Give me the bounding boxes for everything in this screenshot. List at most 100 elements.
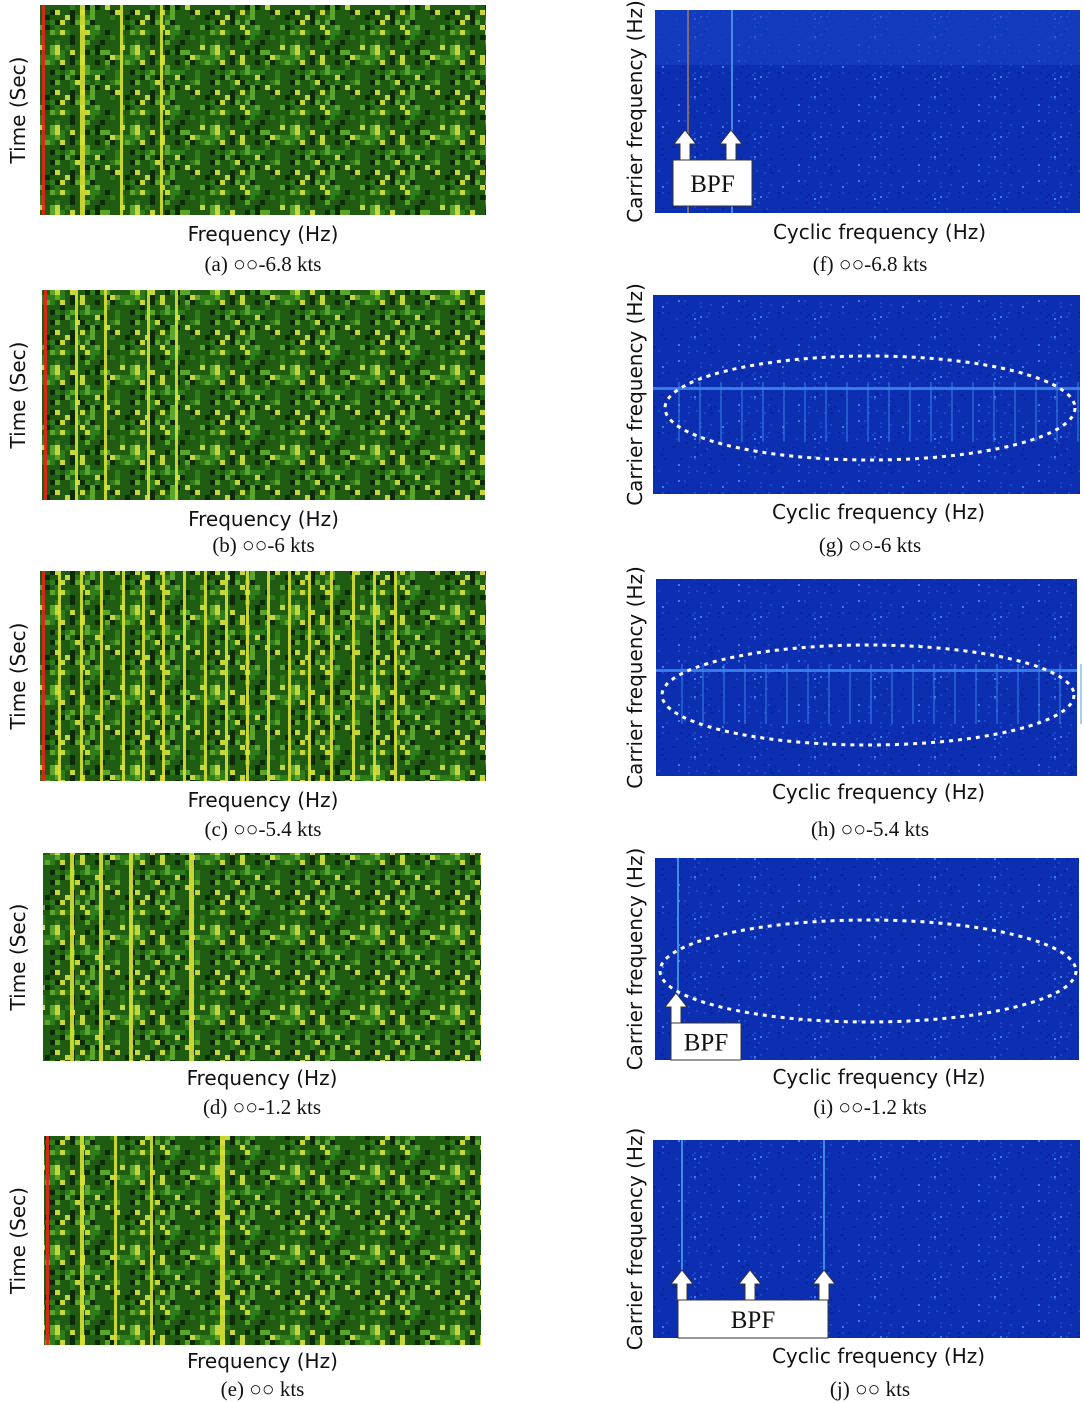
cyclic-tick — [846, 382, 848, 442]
annotation: BPF — [684, 1030, 728, 1057]
highlight-ellipse — [660, 643, 1076, 747]
harmonic-line — [175, 290, 178, 500]
bpf-line — [731, 10, 733, 213]
cyclic-tick — [681, 664, 683, 724]
caption: (e) ○○ kts — [221, 1377, 305, 1401]
bpf-line — [677, 858, 679, 1060]
harmonic-line — [100, 571, 103, 781]
highlight-ellipse — [663, 354, 1077, 462]
y-axis-label: Carrier frequency (Hz) — [623, 1128, 647, 1351]
cyclic-tick — [996, 664, 998, 724]
cyclic-tick — [1080, 664, 1082, 724]
cyclic-tick — [849, 664, 851, 724]
harmonic-line — [288, 571, 291, 781]
harmonic-line — [58, 571, 61, 781]
caption: (c) ○○-5.4 kts — [205, 817, 322, 841]
x-axis-label: Frequency (Hz) — [188, 507, 339, 531]
harmonic-line — [46, 1136, 49, 1345]
y-axis-label: Time (Sec) — [6, 342, 30, 450]
bpf-line — [681, 1140, 683, 1338]
cyclic-tick — [888, 382, 890, 442]
y-axis-label: Time (Sec) — [6, 904, 30, 1012]
cyclic-tick — [762, 382, 764, 442]
spectrogram — [44, 1136, 481, 1345]
cyclic-tick — [1014, 382, 1016, 442]
x-axis-label: Frequency (Hz) — [188, 788, 339, 812]
spectrogram — [43, 853, 481, 1061]
harmonic-line — [44, 290, 47, 500]
harmonic-line — [308, 571, 311, 781]
harmonic-line — [122, 571, 125, 781]
annotation: BPF — [690, 171, 734, 198]
harmonic-line — [246, 571, 249, 781]
harmonic-line — [80, 5, 85, 215]
cyclic-tick — [786, 664, 788, 724]
harmonic-line — [183, 571, 186, 781]
harmonic-line — [142, 571, 145, 781]
cyclic-tick — [1056, 382, 1058, 442]
harmonic-line — [352, 571, 355, 781]
caption: (j) ○○ kts — [830, 1377, 910, 1401]
y-axis-label: Carrier frequency (Hz) — [623, 848, 647, 1071]
cyclic-tick — [954, 664, 956, 724]
cyclic-tick — [891, 664, 893, 724]
cyclic-tick — [741, 382, 743, 442]
annotation-box — [672, 159, 753, 207]
caption: (d) ○○-1.2 kts — [203, 1095, 321, 1119]
cyclic-tick — [807, 664, 809, 724]
cyclic-tick — [1017, 664, 1019, 724]
harmonic-line — [267, 571, 270, 781]
cyclic-map — [656, 579, 1077, 776]
harmonic-line — [373, 571, 376, 781]
y-axis-label: Carrier frequency (Hz) — [623, 0, 647, 223]
cyclic-tick — [993, 382, 995, 442]
arrow — [669, 1269, 695, 1301]
carrier-band — [653, 387, 1080, 390]
arrow — [737, 1269, 763, 1301]
top-band — [655, 10, 1080, 65]
harmonic-line — [70, 853, 74, 1061]
x-axis-label: Cyclic frequency (Hz) — [772, 500, 985, 524]
cyclic-tick — [765, 664, 767, 724]
annotation: BPF — [731, 1307, 775, 1334]
spectrogram — [40, 5, 486, 215]
cyclic-tick — [699, 382, 701, 442]
x-axis-label: Cyclic frequency (Hz) — [772, 1344, 985, 1368]
y-axis-label: Carrier frequency (Hz) — [623, 566, 647, 789]
harmonic-line — [80, 1136, 84, 1345]
cyclic-tick — [678, 382, 680, 442]
cyclic-tick — [702, 664, 704, 724]
cyclic-map — [653, 295, 1080, 494]
harmonic-line — [189, 853, 194, 1061]
caption: (f) ○○-6.8 kts — [813, 252, 928, 276]
cyclic-tick — [1035, 382, 1037, 442]
x-axis-label: Frequency (Hz) — [187, 1349, 338, 1373]
harmonic-line — [394, 571, 397, 781]
x-axis-label: Frequency (Hz) — [187, 1066, 338, 1090]
harmonic-line — [104, 290, 107, 500]
cyclic-tick — [1038, 664, 1040, 724]
x-axis-label: Cyclic frequency (Hz) — [772, 780, 985, 804]
cyclic-tick — [867, 382, 869, 442]
harmonic-line — [42, 5, 45, 215]
caption: (i) ○○-1.2 kts — [813, 1095, 926, 1119]
caption: (a) ○○-6.8 kts — [205, 252, 322, 276]
harmonic-line — [42, 571, 45, 781]
cyclic-tick — [804, 382, 806, 442]
highlight-ellipse — [658, 918, 1078, 1024]
harmonic-line — [80, 571, 83, 781]
cyclic-tick — [951, 382, 953, 442]
harmonic-line — [160, 5, 163, 215]
x-axis-label: Cyclic frequency (Hz) — [773, 220, 986, 244]
arrow — [811, 1269, 837, 1301]
cyclic-tick — [933, 664, 935, 724]
cyclic-tick — [1059, 664, 1061, 724]
cyclic-tick — [744, 664, 746, 724]
y-axis-label: Time (Sec) — [6, 57, 30, 165]
bpf-line — [687, 10, 689, 213]
y-axis-label: Time (Sec) — [6, 1187, 30, 1295]
cyclic-tick — [972, 382, 974, 442]
x-axis-label: Frequency (Hz) — [188, 222, 339, 246]
cyclic-tick — [1077, 382, 1079, 442]
harmonic-line — [99, 853, 103, 1061]
